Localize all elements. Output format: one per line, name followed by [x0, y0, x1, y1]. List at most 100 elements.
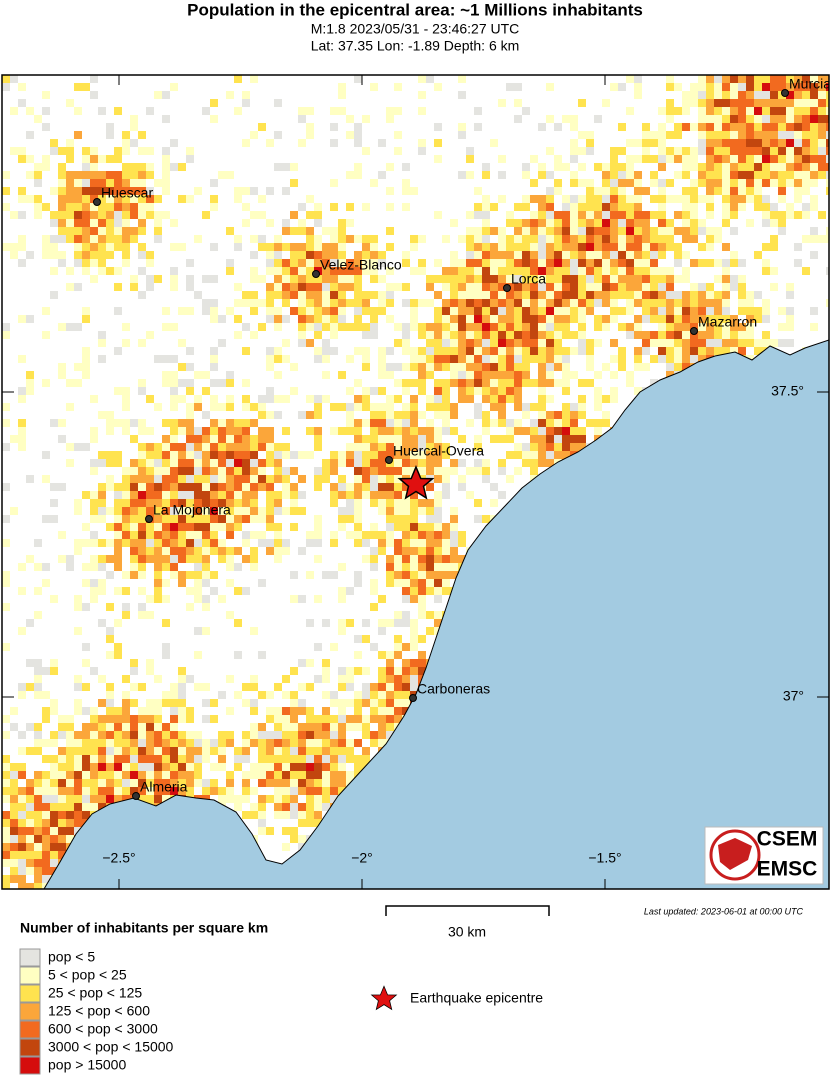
population-cell: [90, 579, 98, 587]
population-cell: [762, 267, 770, 275]
population-cell: [90, 595, 98, 603]
population-cell: [554, 251, 562, 259]
population-cell: [266, 267, 274, 275]
population-cell: [18, 243, 26, 251]
population-cell: [458, 171, 466, 179]
population-cell: [738, 171, 746, 179]
population-cell: [170, 139, 178, 147]
population-cell: [770, 131, 778, 139]
population-cell: [298, 251, 306, 259]
population-cell: [602, 259, 610, 267]
population-cell: [546, 419, 554, 427]
population-cell: [410, 435, 418, 443]
population-cell: [314, 299, 322, 307]
population-cell: [570, 139, 578, 147]
population-cell: [90, 427, 98, 435]
population-cell: [338, 739, 346, 747]
population-cell: [306, 771, 314, 779]
population-cell: [234, 459, 242, 467]
population-cell: [386, 619, 394, 627]
population-cell: [530, 251, 538, 259]
population-cell: [298, 275, 306, 283]
population-cell: [762, 179, 770, 187]
population-cell: [282, 291, 290, 299]
population-cell: [370, 179, 378, 187]
population-cell: [98, 179, 106, 187]
population-cell: [514, 443, 522, 451]
city-label: Lorca: [511, 271, 546, 287]
population-cell: [474, 299, 482, 307]
population-cell: [370, 443, 378, 451]
population-cell: [242, 491, 250, 499]
population-cell: [202, 451, 210, 459]
population-cell: [570, 283, 578, 291]
population-cell: [250, 491, 258, 499]
population-cell: [10, 875, 18, 883]
population-cell: [114, 715, 122, 723]
population-cell: [82, 307, 90, 315]
population-cell: [378, 619, 386, 627]
population-cell: [786, 211, 794, 219]
population-cell: [578, 283, 586, 291]
population-cell: [786, 315, 794, 323]
population-cell: [474, 387, 482, 395]
population-cell: [586, 219, 594, 227]
population-cell: [610, 259, 618, 267]
population-cell: [554, 179, 562, 187]
population-cell: [218, 315, 226, 323]
population-cell: [618, 323, 626, 331]
population-cell: [290, 307, 298, 315]
population-cell: [690, 219, 698, 227]
population-cell: [266, 771, 274, 779]
population-cell: [794, 163, 802, 171]
population-cell: [138, 723, 146, 731]
population-cell: [322, 267, 330, 275]
population-cell: [194, 507, 202, 515]
population-cell: [418, 563, 426, 571]
population-cell: [82, 155, 90, 163]
population-cell: [394, 411, 402, 419]
population-cell: [178, 691, 186, 699]
population-cell: [482, 291, 490, 299]
population-cell: [522, 267, 530, 275]
population-cell: [106, 475, 114, 483]
population-cell: [594, 235, 602, 243]
population-cell: [426, 523, 434, 531]
population-cell: [618, 227, 626, 235]
population-cell: [738, 291, 746, 299]
population-cell: [146, 475, 154, 483]
population-cell: [810, 323, 818, 331]
population-cell: [690, 291, 698, 299]
population-cell: [202, 427, 210, 435]
population-cell: [378, 667, 386, 675]
population-cell: [266, 691, 274, 699]
population-cell: [178, 747, 186, 755]
population-cell: [18, 683, 26, 691]
population-cell: [298, 283, 306, 291]
population-cell: [154, 755, 162, 763]
population-cell: [130, 195, 138, 203]
population-cell: [26, 315, 34, 323]
population-cell: [458, 395, 466, 403]
population-cell: [322, 227, 330, 235]
population-cell: [226, 611, 234, 619]
population-cell: [466, 347, 474, 355]
population-cell: [482, 515, 490, 523]
population-cell: [170, 323, 178, 331]
population-cell: [402, 435, 410, 443]
population-cell: [786, 307, 794, 315]
population-cell: [66, 147, 74, 155]
population-cell: [66, 323, 74, 331]
population-cell: [402, 563, 410, 571]
population-cell: [354, 267, 362, 275]
population-cell: [50, 843, 58, 851]
population-cell: [650, 291, 658, 299]
population-cell: [594, 323, 602, 331]
population-cell: [2, 763, 10, 771]
population-cell: [442, 403, 450, 411]
population-cell: [106, 555, 114, 563]
population-cell: [458, 539, 466, 547]
population-cell: [618, 251, 626, 259]
population-cell: [474, 371, 482, 379]
population-cell: [698, 131, 706, 139]
